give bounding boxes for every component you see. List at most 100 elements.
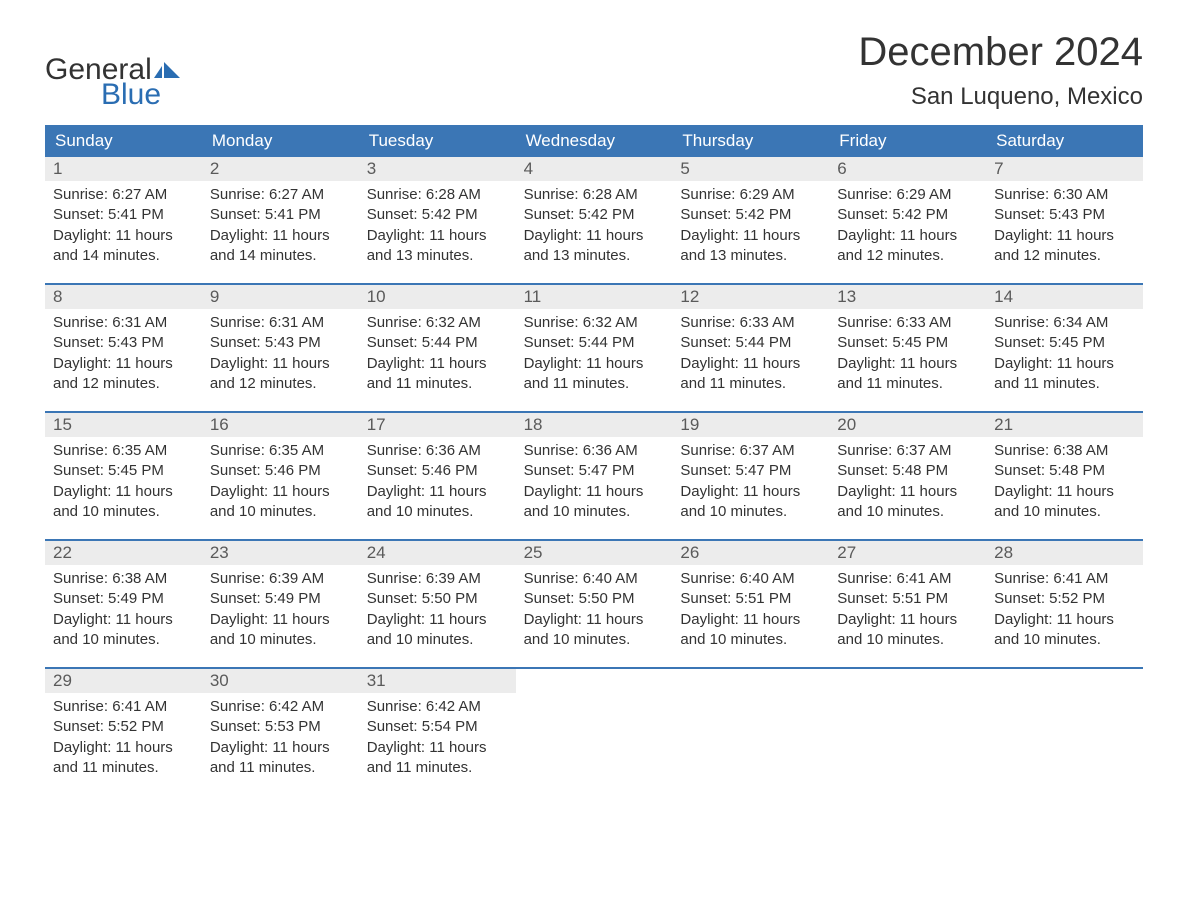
daylight-line: Daylight: 11 hours and 10 minutes.	[524, 482, 665, 523]
sunrise-line: Sunrise: 6:36 AM	[367, 441, 508, 461]
day-details: Sunrise: 6:30 AMSunset: 5:43 PMDaylight:…	[986, 181, 1143, 266]
calendar-week: 15Sunrise: 6:35 AMSunset: 5:45 PMDayligh…	[45, 411, 1143, 539]
day-details: Sunrise: 6:42 AMSunset: 5:54 PMDaylight:…	[359, 693, 516, 778]
sunset-line: Sunset: 5:43 PM	[994, 205, 1135, 225]
day-header: Monday	[202, 125, 359, 157]
sunrise-line: Sunrise: 6:31 AM	[210, 313, 351, 333]
calendar-cell	[672, 669, 829, 795]
calendar-cell: 31Sunrise: 6:42 AMSunset: 5:54 PMDayligh…	[359, 669, 516, 795]
sunset-line: Sunset: 5:42 PM	[524, 205, 665, 225]
day-number: 30	[202, 669, 359, 693]
daylight-line: Daylight: 11 hours and 13 minutes.	[367, 226, 508, 267]
day-number: 24	[359, 541, 516, 565]
calendar-cell: 19Sunrise: 6:37 AMSunset: 5:47 PMDayligh…	[672, 413, 829, 539]
day-number: 1	[45, 157, 202, 181]
calendar-cell: 11Sunrise: 6:32 AMSunset: 5:44 PMDayligh…	[516, 285, 673, 411]
calendar-cell	[986, 669, 1143, 795]
calendar-cell: 14Sunrise: 6:34 AMSunset: 5:45 PMDayligh…	[986, 285, 1143, 411]
calendar-cell: 28Sunrise: 6:41 AMSunset: 5:52 PMDayligh…	[986, 541, 1143, 667]
sunrise-line: Sunrise: 6:35 AM	[210, 441, 351, 461]
daylight-line: Daylight: 11 hours and 13 minutes.	[680, 226, 821, 267]
day-number: 21	[986, 413, 1143, 437]
day-details: Sunrise: 6:32 AMSunset: 5:44 PMDaylight:…	[359, 309, 516, 394]
day-number: 3	[359, 157, 516, 181]
calendar-week: 1Sunrise: 6:27 AMSunset: 5:41 PMDaylight…	[45, 157, 1143, 283]
day-details: Sunrise: 6:33 AMSunset: 5:45 PMDaylight:…	[829, 309, 986, 394]
calendar-week: 8Sunrise: 6:31 AMSunset: 5:43 PMDaylight…	[45, 283, 1143, 411]
sunset-line: Sunset: 5:48 PM	[994, 461, 1135, 481]
calendar-cell: 7Sunrise: 6:30 AMSunset: 5:43 PMDaylight…	[986, 157, 1143, 283]
day-number: 4	[516, 157, 673, 181]
daylight-line: Daylight: 11 hours and 12 minutes.	[837, 226, 978, 267]
sunrise-line: Sunrise: 6:41 AM	[53, 697, 194, 717]
day-number: 16	[202, 413, 359, 437]
day-details: Sunrise: 6:37 AMSunset: 5:48 PMDaylight:…	[829, 437, 986, 522]
sunrise-line: Sunrise: 6:27 AM	[53, 185, 194, 205]
daylight-line: Daylight: 11 hours and 12 minutes.	[53, 354, 194, 395]
calendar-cell: 2Sunrise: 6:27 AMSunset: 5:41 PMDaylight…	[202, 157, 359, 283]
sunrise-line: Sunrise: 6:37 AM	[837, 441, 978, 461]
daylight-line: Daylight: 11 hours and 10 minutes.	[367, 610, 508, 651]
sunrise-line: Sunrise: 6:38 AM	[53, 569, 194, 589]
day-details: Sunrise: 6:40 AMSunset: 5:50 PMDaylight:…	[516, 565, 673, 650]
calendar-cell: 23Sunrise: 6:39 AMSunset: 5:49 PMDayligh…	[202, 541, 359, 667]
daylight-line: Daylight: 11 hours and 12 minutes.	[210, 354, 351, 395]
sunset-line: Sunset: 5:42 PM	[680, 205, 821, 225]
calendar-cell: 27Sunrise: 6:41 AMSunset: 5:51 PMDayligh…	[829, 541, 986, 667]
day-number: 25	[516, 541, 673, 565]
daylight-line: Daylight: 11 hours and 11 minutes.	[367, 738, 508, 779]
sunrise-line: Sunrise: 6:32 AM	[524, 313, 665, 333]
day-number: 12	[672, 285, 829, 309]
calendar-cell: 1Sunrise: 6:27 AMSunset: 5:41 PMDaylight…	[45, 157, 202, 283]
sunset-line: Sunset: 5:51 PM	[680, 589, 821, 609]
day-number: 28	[986, 541, 1143, 565]
daylight-line: Daylight: 11 hours and 11 minutes.	[210, 738, 351, 779]
day-details: Sunrise: 6:28 AMSunset: 5:42 PMDaylight:…	[359, 181, 516, 266]
day-number: 8	[45, 285, 202, 309]
daylight-line: Daylight: 11 hours and 12 minutes.	[994, 226, 1135, 267]
day-header: Tuesday	[359, 125, 516, 157]
day-details: Sunrise: 6:27 AMSunset: 5:41 PMDaylight:…	[202, 181, 359, 266]
day-details: Sunrise: 6:41 AMSunset: 5:51 PMDaylight:…	[829, 565, 986, 650]
daylight-line: Daylight: 11 hours and 11 minutes.	[680, 354, 821, 395]
day-details: Sunrise: 6:31 AMSunset: 5:43 PMDaylight:…	[202, 309, 359, 394]
sunset-line: Sunset: 5:49 PM	[210, 589, 351, 609]
sunset-line: Sunset: 5:51 PM	[837, 589, 978, 609]
sunrise-line: Sunrise: 6:38 AM	[994, 441, 1135, 461]
calendar-cell: 3Sunrise: 6:28 AMSunset: 5:42 PMDaylight…	[359, 157, 516, 283]
daylight-line: Daylight: 11 hours and 10 minutes.	[210, 610, 351, 651]
day-number: 23	[202, 541, 359, 565]
title-block: December 2024 San Luqueno, Mexico	[858, 30, 1143, 111]
sunrise-line: Sunrise: 6:39 AM	[210, 569, 351, 589]
weeks-container: 1Sunrise: 6:27 AMSunset: 5:41 PMDaylight…	[45, 157, 1143, 795]
day-details: Sunrise: 6:36 AMSunset: 5:47 PMDaylight:…	[516, 437, 673, 522]
sunrise-line: Sunrise: 6:29 AM	[837, 185, 978, 205]
sunrise-line: Sunrise: 6:37 AM	[680, 441, 821, 461]
day-details: Sunrise: 6:41 AMSunset: 5:52 PMDaylight:…	[45, 693, 202, 778]
sunrise-line: Sunrise: 6:33 AM	[680, 313, 821, 333]
day-number: 7	[986, 157, 1143, 181]
calendar-cell	[516, 669, 673, 795]
sunset-line: Sunset: 5:50 PM	[524, 589, 665, 609]
calendar-cell: 6Sunrise: 6:29 AMSunset: 5:42 PMDaylight…	[829, 157, 986, 283]
day-details: Sunrise: 6:29 AMSunset: 5:42 PMDaylight:…	[672, 181, 829, 266]
day-number: 19	[672, 413, 829, 437]
sunset-line: Sunset: 5:46 PM	[210, 461, 351, 481]
daylight-line: Daylight: 11 hours and 10 minutes.	[837, 482, 978, 523]
day-details: Sunrise: 6:39 AMSunset: 5:49 PMDaylight:…	[202, 565, 359, 650]
sunset-line: Sunset: 5:45 PM	[53, 461, 194, 481]
month-title: December 2024	[858, 30, 1143, 75]
day-details: Sunrise: 6:42 AMSunset: 5:53 PMDaylight:…	[202, 693, 359, 778]
sunset-line: Sunset: 5:41 PM	[53, 205, 194, 225]
day-details: Sunrise: 6:40 AMSunset: 5:51 PMDaylight:…	[672, 565, 829, 650]
calendar-cell: 9Sunrise: 6:31 AMSunset: 5:43 PMDaylight…	[202, 285, 359, 411]
calendar-cell: 4Sunrise: 6:28 AMSunset: 5:42 PMDaylight…	[516, 157, 673, 283]
calendar-week: 22Sunrise: 6:38 AMSunset: 5:49 PMDayligh…	[45, 539, 1143, 667]
sunrise-line: Sunrise: 6:35 AM	[53, 441, 194, 461]
day-details: Sunrise: 6:32 AMSunset: 5:44 PMDaylight:…	[516, 309, 673, 394]
daylight-line: Daylight: 11 hours and 11 minutes.	[994, 354, 1135, 395]
day-header: Sunday	[45, 125, 202, 157]
day-details: Sunrise: 6:38 AMSunset: 5:49 PMDaylight:…	[45, 565, 202, 650]
sunset-line: Sunset: 5:52 PM	[994, 589, 1135, 609]
day-details: Sunrise: 6:33 AMSunset: 5:44 PMDaylight:…	[672, 309, 829, 394]
